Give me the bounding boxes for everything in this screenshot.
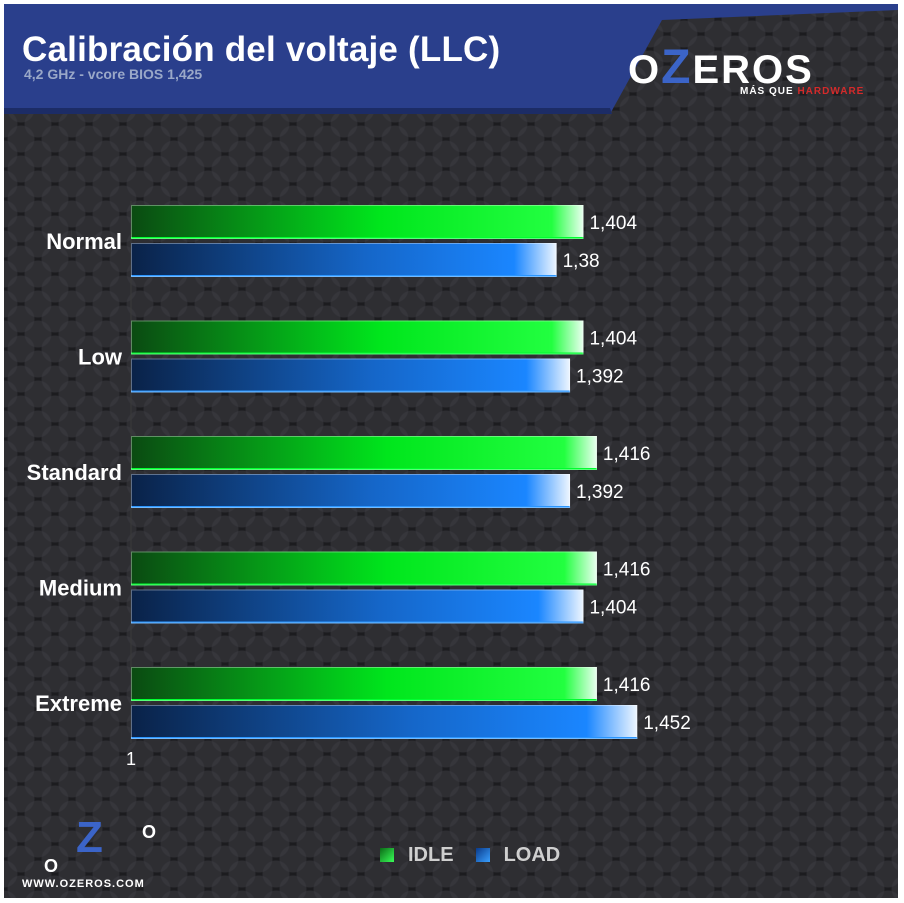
brand-tagline-red: HARDWARE [797, 86, 865, 97]
brand-word-z: Z [661, 41, 693, 94]
bar-idle [131, 320, 584, 355]
data-label-load: 1,452 [643, 713, 691, 734]
data-label-load: 1,392 [576, 482, 624, 503]
bar-outline-idle [131, 551, 597, 586]
bar-outline-idle [131, 436, 597, 470]
data-label-idle: 1,416 [603, 560, 651, 581]
bars-layer: Normal 1,404 1,38 Low 1,404 1,392 Standard 1,41… [27, 201, 691, 769]
category-label: Normal [46, 229, 122, 254]
bar-load [131, 474, 571, 508]
bar-outline-idle [131, 320, 584, 355]
header-band [4, 4, 898, 114]
data-label-idle: 1,416 [603, 444, 651, 465]
brand-wordmark: OZEROS [628, 44, 814, 92]
bar-load [131, 243, 557, 277]
brand-word-o: O [628, 48, 662, 92]
legend: IDLE LOAD [380, 842, 582, 868]
bar-idle [131, 205, 584, 239]
category-label: Low [78, 345, 123, 370]
bar-outline-load [131, 474, 571, 508]
bar-outline-load [131, 358, 571, 393]
brand-tagline: MÁS QUE HARDWARE [740, 86, 864, 97]
footer-url: WWW.OZEROS.COM [22, 878, 145, 890]
axis-tick-label: 1 [126, 749, 136, 769]
legend-item-idle: IDLE [380, 844, 454, 867]
chart-frame: Calibración del voltaje (LLC) 4,2 GHz - … [4, 4, 898, 898]
bar-outline-load [131, 243, 557, 277]
data-label-idle: 1,404 [589, 213, 637, 234]
legend-item-load: LOAD [475, 843, 561, 867]
green-square-icon [380, 848, 394, 862]
footer-logo-o-top: O [142, 822, 157, 842]
footer-logo-o-bottom: O [44, 856, 59, 876]
data-label-idle: 1,416 [603, 675, 651, 696]
bar-outline-idle [131, 205, 584, 239]
bar-outline-load [131, 705, 638, 739]
footer-logo: Z O O WWW.OZEROS.COM [18, 816, 178, 896]
data-label-load: 1,38 [563, 251, 600, 272]
data-label-load: 1,392 [576, 367, 624, 388]
blue-square-icon [475, 848, 490, 862]
chart-header: Calibración del voltaje (LLC) 4,2 GHz - … [4, 4, 898, 114]
ozeros-logo: OZEROS MÁS QUE HARDWARE [628, 44, 890, 102]
bar-outline-idle [131, 667, 597, 701]
data-label-idle: 1,404 [589, 329, 637, 350]
bar-load [131, 358, 571, 393]
bar-idle [131, 667, 597, 701]
legend-label-load: LOAD [503, 843, 561, 866]
data-label-load: 1,404 [589, 598, 637, 619]
chart-title: Calibración del voltaje (LLC) [22, 30, 501, 69]
brand-word-rest: EROS [692, 48, 814, 92]
bar-idle [131, 436, 597, 470]
bar-load [131, 705, 638, 739]
bar-idle [131, 551, 597, 586]
brand-tagline-white: MÁS QUE [740, 86, 798, 97]
category-label: Standard [27, 460, 122, 485]
legend-label-idle: IDLE [408, 843, 454, 866]
chart-subtitle: 4,2 GHz - vcore BIOS 1,425 [24, 66, 203, 82]
bar-load [131, 589, 584, 624]
bar-outline-load [131, 589, 584, 624]
footer-logo-z: Z [76, 813, 103, 862]
category-label: Medium [39, 576, 122, 601]
bar-chart: Normal 1,404 1,38 Low 1,404 1,392 Standard 1,41… [27, 201, 691, 769]
category-label: Extreme [35, 691, 122, 716]
